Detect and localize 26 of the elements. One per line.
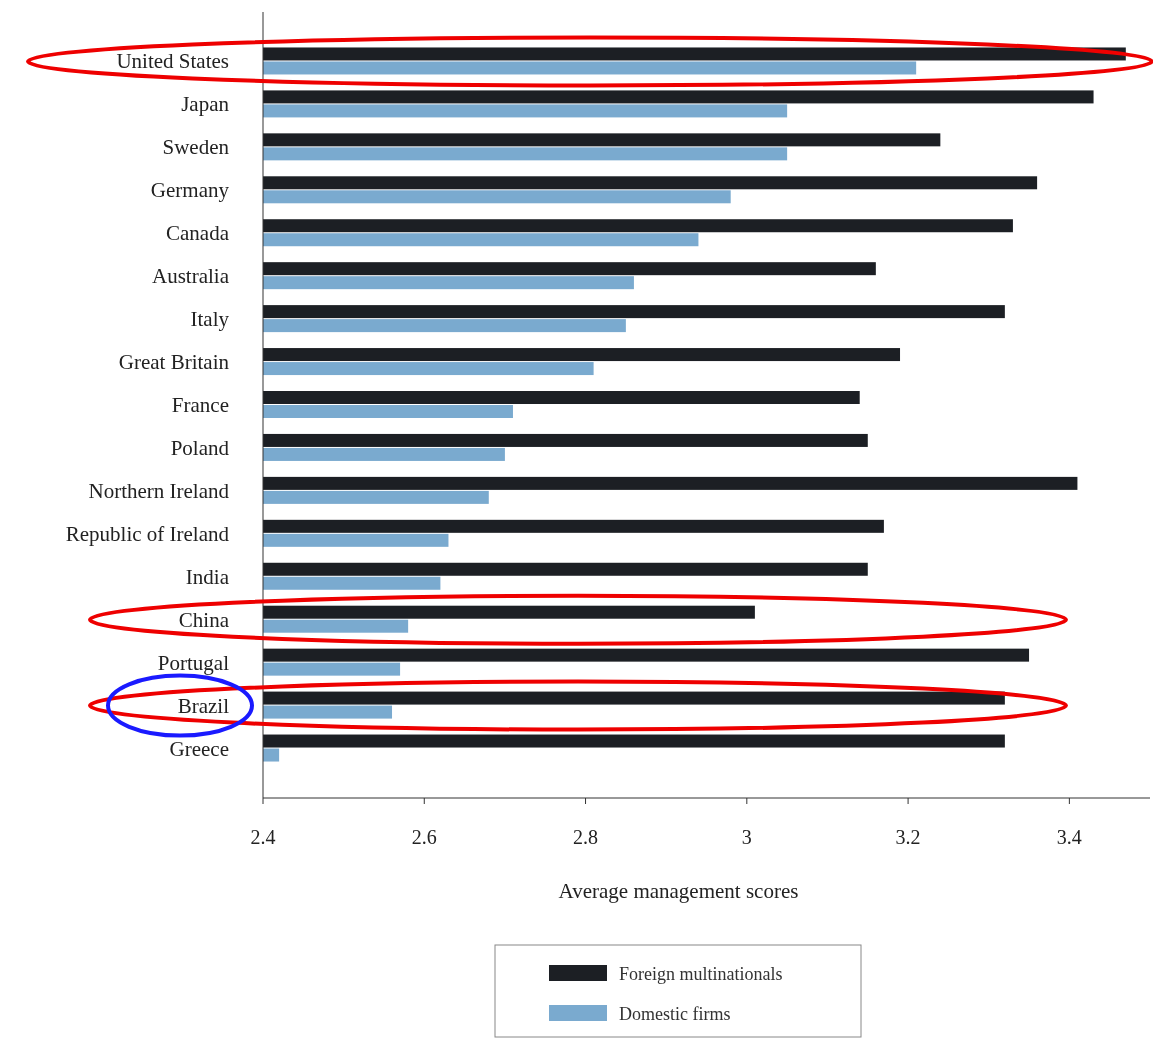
- y-tick-label: France: [171, 393, 229, 417]
- x-axis-title: Average management scores: [558, 879, 799, 903]
- y-tick-label: Portugal: [157, 650, 230, 675]
- x-tick-label: 3: [741, 826, 752, 848]
- y-tick-label: Great Britain: [118, 350, 230, 375]
- y-tick-label: Northern Ireland: [88, 478, 230, 503]
- x-tick-label: 3.2: [895, 826, 921, 848]
- y-tick-label: Republic of Ireland: [65, 521, 230, 546]
- y-tick-label: Canada: [166, 221, 230, 246]
- x-tick-label: 2.4: [250, 826, 276, 848]
- y-tick-label: Poland: [170, 435, 230, 460]
- y-tick-label: India: [185, 564, 230, 589]
- x-tick-label: 3.4: [1056, 826, 1082, 848]
- y-tick-label: United States: [116, 49, 229, 74]
- x-tick-label: 2.6: [411, 826, 437, 848]
- legend-label: Foreign multinationals: [619, 964, 783, 984]
- y-tick-label: Greece: [169, 736, 229, 761]
- y-tick-label: Germany: [150, 178, 230, 203]
- y-tick-label: Italy: [190, 307, 230, 332]
- y-tick-label: Brazil: [177, 693, 230, 718]
- y-tick-label: Japan: [181, 92, 230, 117]
- y-tick-label: Australia: [152, 264, 230, 289]
- x-tick-label: 2.8: [573, 826, 599, 848]
- y-tick-label: Sweden: [162, 135, 230, 160]
- y-tick-label: China: [178, 607, 230, 632]
- legend-label: Domestic firms: [619, 1004, 731, 1024]
